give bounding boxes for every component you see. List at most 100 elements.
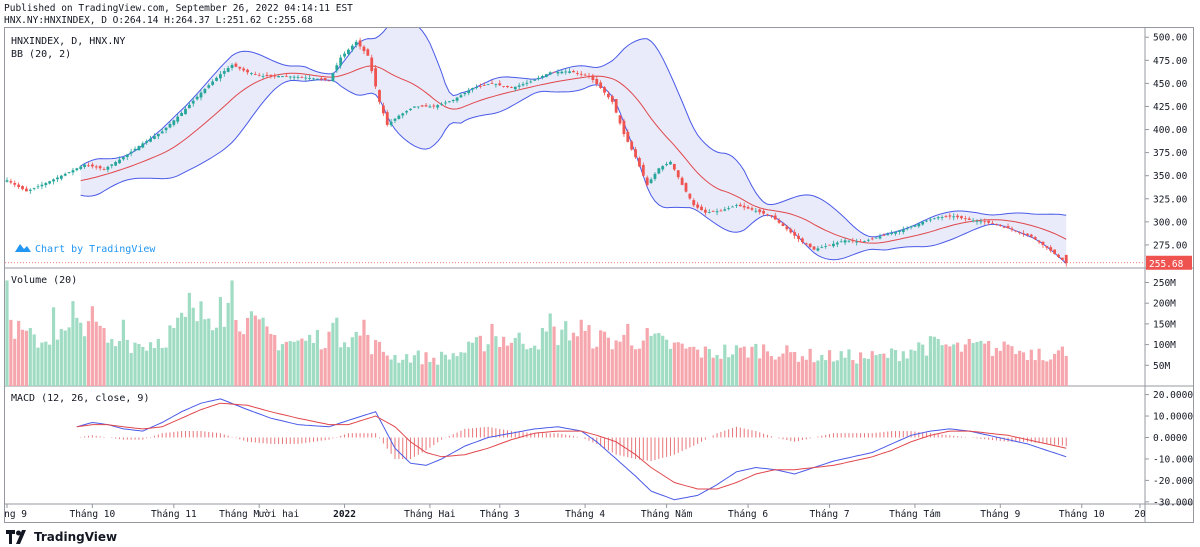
candle-body bbox=[347, 49, 350, 55]
candle bbox=[529, 79, 533, 84]
candle bbox=[502, 85, 506, 88]
volume-bar bbox=[315, 329, 319, 386]
macd-tick-label: -10.0000 bbox=[1153, 454, 1193, 465]
volume-bar bbox=[816, 360, 820, 386]
candle bbox=[455, 96, 459, 103]
volume-bar bbox=[133, 342, 137, 386]
candle bbox=[843, 238, 847, 245]
candle-body bbox=[486, 84, 490, 86]
candle bbox=[451, 99, 455, 103]
candle bbox=[835, 240, 839, 248]
macd-tick-label: 10.0000 bbox=[1153, 412, 1193, 423]
volume-bar bbox=[358, 335, 362, 386]
candle-body bbox=[238, 66, 242, 69]
price-tick-label: 350.00 bbox=[1153, 171, 1188, 182]
candle-body bbox=[777, 220, 781, 223]
candle-body bbox=[331, 72, 335, 82]
volume-tick-label: 100M bbox=[1153, 340, 1176, 351]
candle bbox=[261, 73, 265, 79]
volume-bar bbox=[540, 327, 545, 386]
volume-bar bbox=[389, 359, 393, 386]
candle-body bbox=[265, 74, 269, 76]
volume-bar bbox=[342, 342, 347, 386]
volume-bar bbox=[346, 347, 351, 386]
candle-body bbox=[936, 217, 940, 219]
volume-bar bbox=[1033, 360, 1037, 386]
volume-bar bbox=[257, 319, 261, 386]
volume-bar bbox=[661, 335, 665, 386]
volume-bar bbox=[354, 332, 358, 386]
candle bbox=[991, 220, 994, 224]
candle bbox=[711, 210, 715, 213]
volume-bar bbox=[393, 355, 397, 386]
candle-body bbox=[688, 193, 692, 199]
candle-body bbox=[444, 102, 447, 104]
volume-bar bbox=[688, 347, 692, 386]
candle-body bbox=[366, 49, 370, 56]
candle bbox=[575, 70, 579, 76]
volume-bar bbox=[936, 338, 940, 386]
volume-bar bbox=[13, 338, 17, 386]
candle bbox=[987, 220, 991, 226]
volume-bar bbox=[432, 357, 436, 386]
candle bbox=[405, 109, 409, 115]
volume-bar bbox=[1056, 350, 1061, 386]
candle-body bbox=[735, 205, 738, 207]
chart-svg[interactable]: 255.68 275.00 300.00 325.00 350.00 375.00 400.… bbox=[0, 20, 1199, 522]
candle-body bbox=[463, 92, 467, 95]
tradingview-logo-icon bbox=[6, 530, 26, 544]
candle bbox=[704, 207, 707, 216]
candle-body bbox=[5, 180, 9, 182]
volume-bar bbox=[277, 350, 281, 386]
candle bbox=[292, 75, 296, 81]
candle-body bbox=[816, 248, 820, 251]
candle-body bbox=[781, 223, 785, 226]
candle bbox=[87, 162, 90, 168]
candle bbox=[638, 156, 641, 168]
volume-bar bbox=[831, 361, 836, 386]
candle-body bbox=[409, 108, 412, 111]
candle-body bbox=[715, 211, 719, 213]
candle-body bbox=[234, 63, 238, 67]
volume-bar bbox=[727, 357, 731, 386]
candle bbox=[886, 232, 890, 236]
candle bbox=[863, 240, 866, 243]
candle bbox=[482, 82, 486, 86]
volume-bar bbox=[742, 346, 746, 386]
candle-body bbox=[587, 75, 591, 77]
volume-bar bbox=[599, 330, 603, 386]
volume-bar bbox=[781, 353, 785, 386]
price-tick-label: 300.00 bbox=[1153, 217, 1188, 228]
candle-body bbox=[711, 210, 715, 212]
volume-bar bbox=[494, 336, 498, 386]
candle bbox=[777, 218, 781, 225]
candle bbox=[1029, 233, 1033, 239]
candle-body bbox=[618, 115, 622, 124]
candle bbox=[812, 245, 816, 251]
candle-body bbox=[36, 186, 40, 188]
candle-body bbox=[517, 85, 521, 87]
candle bbox=[870, 237, 874, 241]
candle-body bbox=[898, 230, 901, 232]
volume-bar bbox=[855, 363, 859, 386]
volume-bar bbox=[835, 360, 839, 386]
volume-bar bbox=[273, 334, 277, 386]
volume-bar bbox=[327, 331, 331, 386]
candle-body bbox=[541, 76, 544, 78]
candle-body bbox=[851, 240, 855, 242]
volume-bar bbox=[94, 321, 98, 386]
publish-info: Published on TradingView.com, September … bbox=[4, 3, 353, 14]
candle bbox=[75, 167, 79, 172]
volume-bar bbox=[715, 354, 719, 386]
candle bbox=[626, 129, 630, 143]
volume-bar bbox=[234, 319, 238, 386]
candle bbox=[925, 219, 928, 223]
volume-bar bbox=[952, 344, 956, 386]
candle-body bbox=[250, 73, 253, 75]
volume-bar bbox=[645, 327, 649, 386]
candle-body bbox=[948, 215, 952, 217]
volume-bar bbox=[1037, 348, 1041, 386]
candle bbox=[688, 193, 692, 200]
candle bbox=[971, 218, 975, 223]
candle-body bbox=[1045, 246, 1049, 248]
